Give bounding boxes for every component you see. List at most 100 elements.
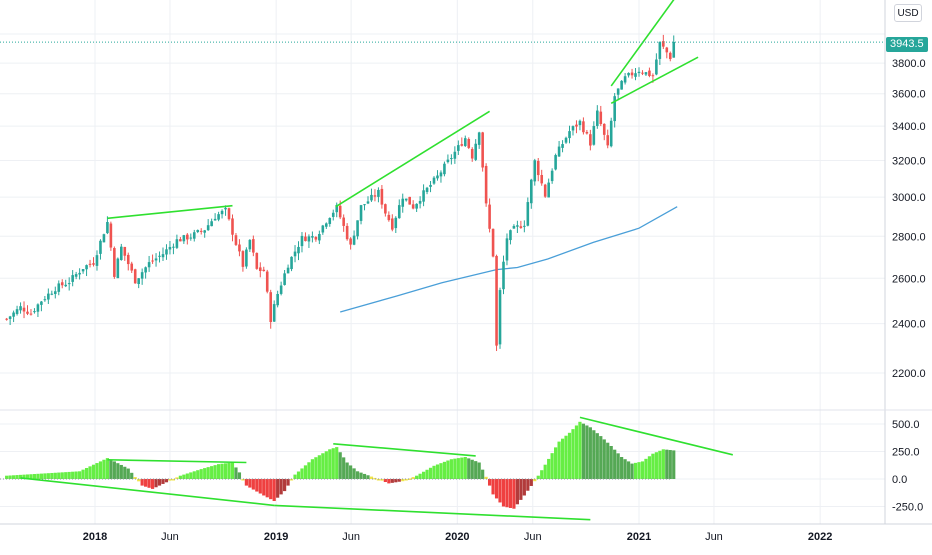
histogram-bar (50, 472, 54, 479)
histogram-bar (369, 476, 374, 479)
histogram-bar (373, 477, 377, 480)
histogram-bar (394, 479, 398, 483)
candle-body (648, 70, 651, 76)
candle-body (286, 267, 290, 274)
candle-body (130, 263, 134, 271)
histogram-bar (470, 459, 474, 479)
oscillator-trendline (107, 458, 247, 464)
candle-body (92, 263, 95, 265)
histogram-bar (491, 479, 495, 495)
histogram-bar (550, 453, 554, 479)
histogram-bar (484, 476, 488, 479)
price-tick-label: 2600.0 (892, 273, 926, 285)
candle-body (394, 217, 398, 229)
candle-body (523, 225, 526, 227)
price-tick-label: 3200.0 (892, 156, 926, 168)
candle-body (519, 226, 523, 228)
candle-body (144, 267, 147, 273)
candle-body (113, 248, 116, 277)
histogram-bar (137, 479, 141, 482)
histogram-bar (644, 458, 648, 479)
candle-body (484, 165, 488, 204)
histogram-bar (501, 479, 506, 507)
candle-body (582, 121, 585, 133)
candle-body (297, 246, 300, 254)
candle-body (460, 144, 464, 146)
candle-body (502, 261, 505, 290)
candle-body (175, 239, 179, 248)
histogram-bar (592, 430, 596, 479)
oscillator-trendline (274, 504, 591, 521)
candle-body (436, 175, 439, 179)
price-trendline (335, 110, 491, 208)
histogram-bar (258, 479, 262, 494)
histogram-bar (620, 457, 624, 479)
candle-body (450, 158, 453, 160)
histogram-bar (39, 473, 43, 479)
candle-body (404, 198, 408, 201)
candle-body (43, 299, 47, 301)
histogram-bar (654, 452, 658, 479)
candle-body (352, 235, 356, 245)
candle-body (147, 262, 151, 268)
candle-body (140, 272, 144, 279)
histogram-bar (349, 465, 353, 479)
histogram-bar (519, 479, 523, 500)
candle-body (196, 230, 200, 233)
histogram-bar (119, 464, 123, 479)
currency-button[interactable]: USD (894, 4, 922, 22)
price-trendline (610, 56, 699, 104)
candle-body (585, 131, 589, 134)
candle-body (384, 204, 387, 214)
candle-body (349, 238, 352, 245)
candle-body (290, 256, 293, 270)
histogram-bar (543, 464, 547, 479)
candle-body (217, 214, 220, 220)
candle-body (252, 239, 255, 253)
histogram-bar (415, 475, 419, 479)
histogram-bar (185, 473, 189, 479)
histogram-bar (606, 442, 610, 479)
histogram-bar (460, 457, 464, 479)
candle-body (429, 184, 432, 187)
histogram-bar (616, 453, 620, 479)
candle-body (165, 249, 168, 255)
candle-body (182, 235, 186, 242)
candle-body (133, 269, 137, 284)
candle-body (373, 195, 377, 197)
candle-body (231, 218, 234, 235)
candle-body (168, 246, 172, 250)
histogram-bar (428, 467, 433, 479)
candle-body (123, 246, 127, 256)
histogram-bar (529, 479, 533, 486)
candle-body (662, 41, 665, 47)
histogram-bar (533, 479, 537, 482)
histogram-bar (474, 461, 478, 479)
histogram-bar (15, 475, 19, 479)
candle-body (321, 225, 325, 233)
candle-body (67, 283, 71, 285)
histogram-bar (164, 479, 169, 483)
candle-body (57, 283, 61, 292)
histogram-bar (522, 479, 526, 496)
candle-body (307, 236, 311, 242)
candle-body (26, 311, 29, 314)
histogram-bar (435, 464, 440, 479)
time-axis: 2018 Jun 2019 Jun 2020 Jun 2021 Jun 2022 (83, 531, 833, 543)
oscillator-axis: 500.0 250.0 0.0 -250.0 (892, 419, 923, 514)
histogram-bar (300, 468, 304, 479)
histogram-bar (449, 459, 453, 479)
histogram-bar (515, 479, 519, 505)
moving-average (340, 206, 678, 313)
candle-body (470, 149, 474, 159)
histogram-bar (269, 479, 273, 500)
histogram-bar (453, 458, 457, 479)
histogram-bar (216, 464, 221, 479)
histogram-bar (223, 463, 228, 479)
histogram-bar (227, 462, 231, 479)
time-tick-label: 2022 (808, 531, 832, 543)
chart-frame (0, 0, 932, 525)
candle-body (328, 218, 332, 224)
